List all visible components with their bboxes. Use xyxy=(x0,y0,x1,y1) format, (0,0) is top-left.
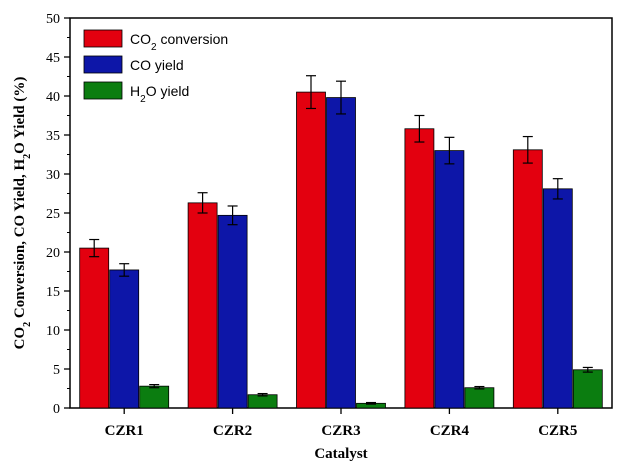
x-tick-label: CZR1 xyxy=(105,423,144,439)
bar xyxy=(326,97,356,409)
bar xyxy=(109,269,140,409)
y-axis-title: CO2 Conversion, CO Yield, H2O Yield (%) xyxy=(12,77,33,350)
y-tick-label: 50 xyxy=(46,12,60,27)
x-tick-label: CZR5 xyxy=(538,423,577,439)
y-tick-label: 10 xyxy=(46,324,60,339)
legend-swatch xyxy=(83,29,123,48)
y-tick-label: 30 xyxy=(46,168,60,183)
bar xyxy=(434,150,465,409)
bar xyxy=(79,247,110,409)
bar xyxy=(139,385,170,409)
legend-label: H2O yield xyxy=(130,83,189,105)
bar xyxy=(296,91,326,409)
y-tick-label: 40 xyxy=(46,90,60,105)
legend-swatch xyxy=(83,55,123,74)
bar xyxy=(572,369,603,409)
x-axis-title: Catalyst xyxy=(314,446,367,462)
legend-label: CO yield xyxy=(130,57,184,73)
bar xyxy=(404,128,435,409)
legend-label: CO2 conversion xyxy=(130,31,228,53)
x-tick-label: CZR4 xyxy=(430,423,470,439)
legend-swatch xyxy=(83,81,123,100)
y-tick-label: 35 xyxy=(46,129,60,144)
x-tick-label: CZR2 xyxy=(213,423,252,439)
y-tick-label: 0 xyxy=(53,402,60,417)
bar xyxy=(247,394,278,409)
bar xyxy=(512,149,543,409)
y-tick-label: 5 xyxy=(53,363,60,378)
plot-area: 0 5 10 15 20 25 30 35 40 45 50 CZR1 CZR2 CZR3 CZR4 CZR5… xyxy=(12,12,613,462)
y-tick-label: 25 xyxy=(46,207,60,222)
y-tick-label: 45 xyxy=(46,51,60,66)
legend: CO2 conversion CO yield H2O yield xyxy=(83,29,228,105)
y-tick-label: 15 xyxy=(46,285,60,300)
bar xyxy=(464,387,495,409)
x-tick-label: CZR3 xyxy=(321,423,360,439)
bar xyxy=(187,202,218,409)
bar xyxy=(542,188,573,409)
y-tick-label: 20 xyxy=(46,246,60,261)
bar xyxy=(217,214,248,409)
